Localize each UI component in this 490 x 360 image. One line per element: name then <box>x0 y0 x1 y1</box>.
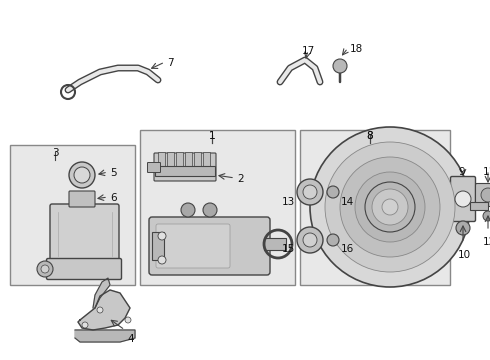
FancyBboxPatch shape <box>69 191 95 207</box>
Bar <box>155 166 215 176</box>
Circle shape <box>382 199 398 215</box>
Circle shape <box>297 179 323 205</box>
Circle shape <box>74 167 90 183</box>
Circle shape <box>203 203 217 217</box>
Circle shape <box>303 233 317 247</box>
Text: 14: 14 <box>341 197 354 207</box>
Bar <box>152 232 164 260</box>
Circle shape <box>310 127 470 287</box>
Text: 9: 9 <box>458 167 465 177</box>
Circle shape <box>37 261 53 277</box>
Text: 2: 2 <box>237 174 244 184</box>
Bar <box>10 145 135 285</box>
Circle shape <box>158 256 166 264</box>
Text: 1: 1 <box>209 131 215 141</box>
Text: 4: 4 <box>127 334 134 344</box>
Text: 8: 8 <box>367 131 373 141</box>
Text: 17: 17 <box>302 46 315 56</box>
Text: 7: 7 <box>167 58 173 68</box>
Circle shape <box>333 59 347 73</box>
Bar <box>194 152 201 166</box>
Bar <box>140 130 295 285</box>
Bar <box>470 202 488 210</box>
Bar <box>167 152 174 166</box>
Polygon shape <box>93 278 110 308</box>
Text: 11: 11 <box>483 167 490 177</box>
Polygon shape <box>75 330 135 342</box>
Circle shape <box>297 227 323 253</box>
FancyBboxPatch shape <box>147 162 161 172</box>
Bar <box>185 152 192 166</box>
Text: 10: 10 <box>458 250 471 260</box>
Circle shape <box>483 211 490 221</box>
Text: 12: 12 <box>483 237 490 247</box>
Circle shape <box>125 317 131 323</box>
Circle shape <box>481 188 490 202</box>
Text: 8: 8 <box>367 131 373 141</box>
Circle shape <box>355 172 425 242</box>
FancyBboxPatch shape <box>156 224 230 268</box>
Circle shape <box>69 162 95 188</box>
Circle shape <box>303 185 317 199</box>
Text: 5: 5 <box>110 168 117 178</box>
Circle shape <box>327 234 339 246</box>
Bar <box>264 238 286 250</box>
Circle shape <box>456 221 470 235</box>
FancyBboxPatch shape <box>50 204 119 263</box>
Circle shape <box>340 157 440 257</box>
Bar <box>300 130 450 285</box>
Text: 1: 1 <box>209 131 215 141</box>
Circle shape <box>82 322 88 328</box>
FancyBboxPatch shape <box>154 153 216 181</box>
FancyBboxPatch shape <box>47 258 122 279</box>
Circle shape <box>97 307 103 313</box>
Polygon shape <box>78 290 130 330</box>
Text: 15: 15 <box>282 244 295 254</box>
Circle shape <box>325 142 455 272</box>
Circle shape <box>181 203 195 217</box>
Text: 6: 6 <box>110 193 117 203</box>
Text: 16: 16 <box>341 244 354 254</box>
Text: 18: 18 <box>350 44 363 54</box>
Bar <box>158 152 165 166</box>
Text: 13: 13 <box>282 197 295 207</box>
Circle shape <box>372 189 408 225</box>
Circle shape <box>158 232 166 240</box>
Text: 3: 3 <box>51 148 58 158</box>
FancyBboxPatch shape <box>475 184 490 207</box>
FancyBboxPatch shape <box>450 176 475 221</box>
Circle shape <box>41 265 49 273</box>
Circle shape <box>455 191 471 207</box>
FancyBboxPatch shape <box>149 217 270 275</box>
Bar <box>203 152 210 166</box>
Circle shape <box>327 186 339 198</box>
Bar <box>176 152 183 166</box>
